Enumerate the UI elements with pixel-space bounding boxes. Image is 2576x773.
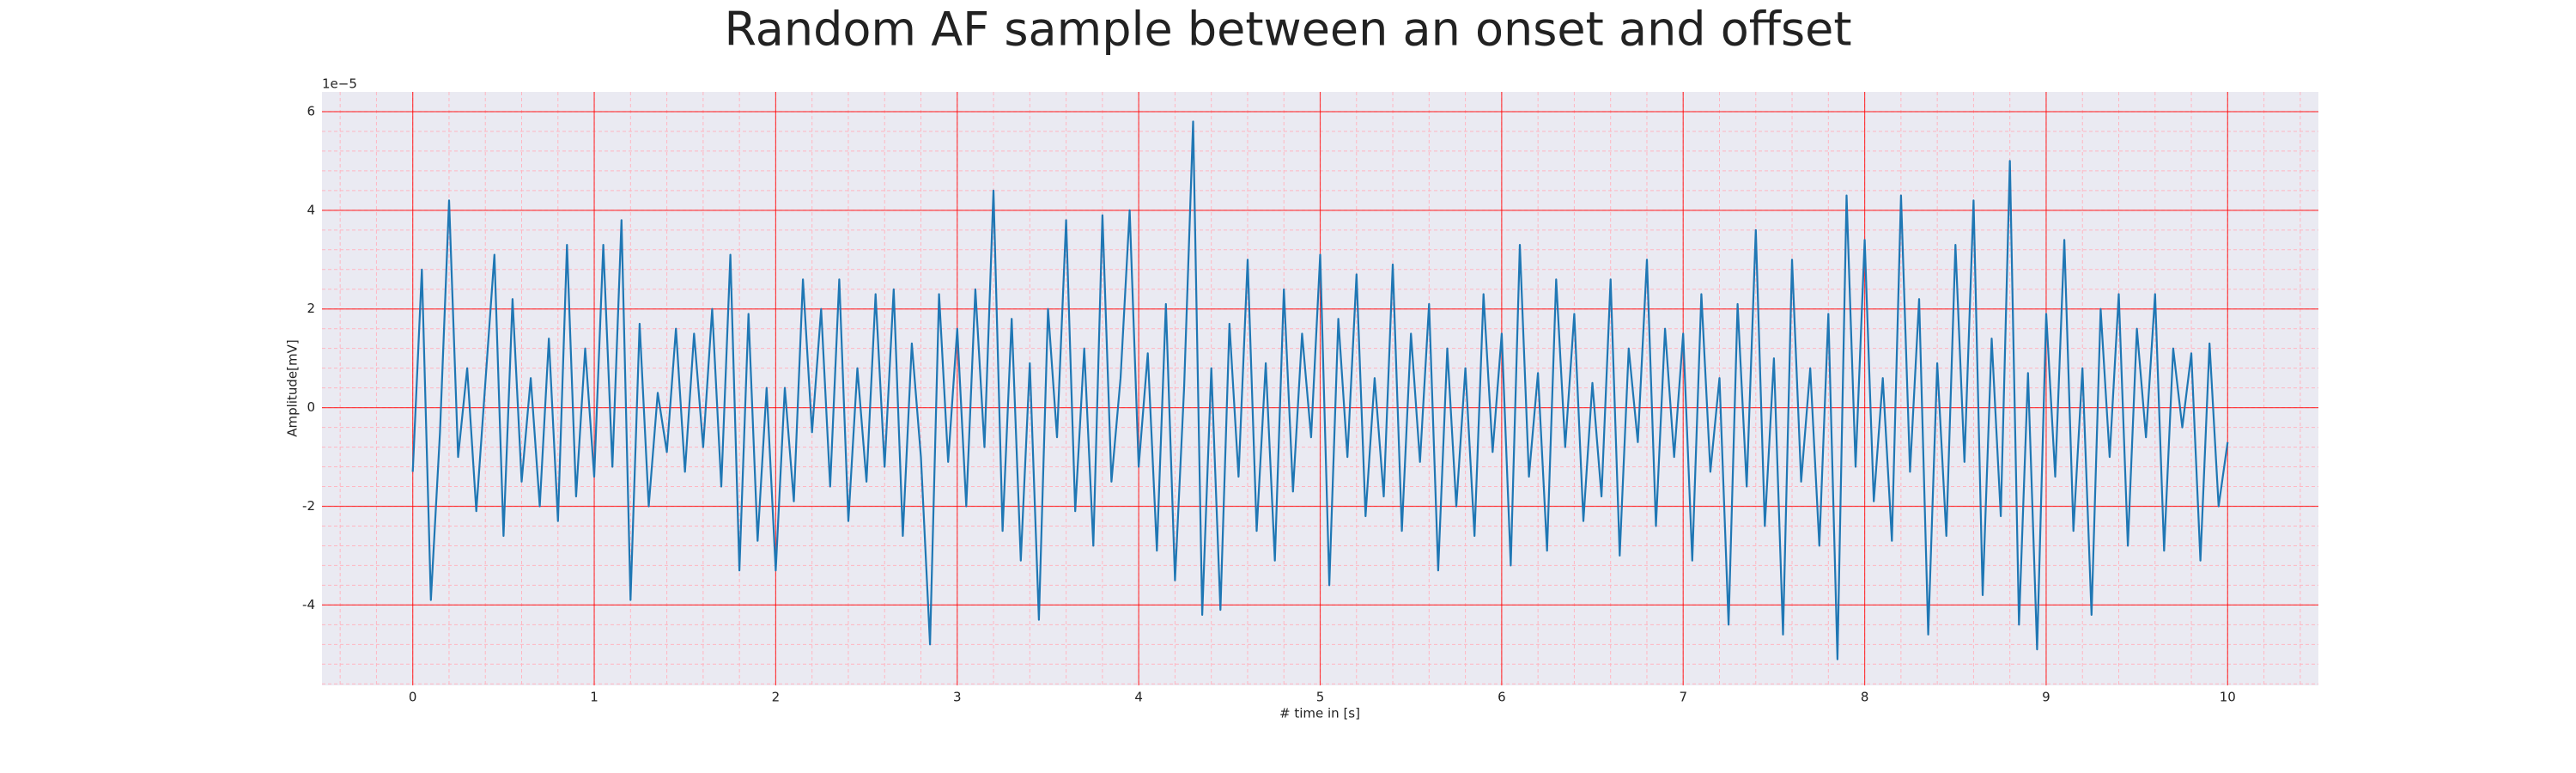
y-offset-text: 1e−5 [322,76,357,92]
x-tick-label: 6 [1498,690,1506,705]
x-tick-label: 7 [1679,690,1687,705]
y-tick-label: 6 [307,103,315,119]
x-tick-label: 2 [772,690,781,705]
y-axis-label: Amplitude[mV] [285,339,301,436]
x-tick-label: 1 [590,690,598,705]
y-tick-label: 4 [307,202,315,217]
y-tick-label: -2 [302,498,315,514]
line-series [411,120,2229,660]
x-tick-label: 8 [1861,690,1869,705]
y-tick-label: -4 [302,597,315,612]
chart-title: Random AF sample between an onset and of… [724,3,1851,57]
y-tick-label: 0 [307,399,315,415]
x-tick-label: 9 [2042,690,2050,705]
x-tick-label: 10 [2220,690,2236,705]
x-tick-label: 5 [1316,690,1325,705]
x-tick-label: 0 [409,690,417,705]
x-tick-label: 4 [1134,690,1143,705]
y-tick-label: 2 [307,301,315,316]
x-axis-label: # time in [s] [1279,706,1360,721]
x-tick-label: 3 [953,690,962,705]
